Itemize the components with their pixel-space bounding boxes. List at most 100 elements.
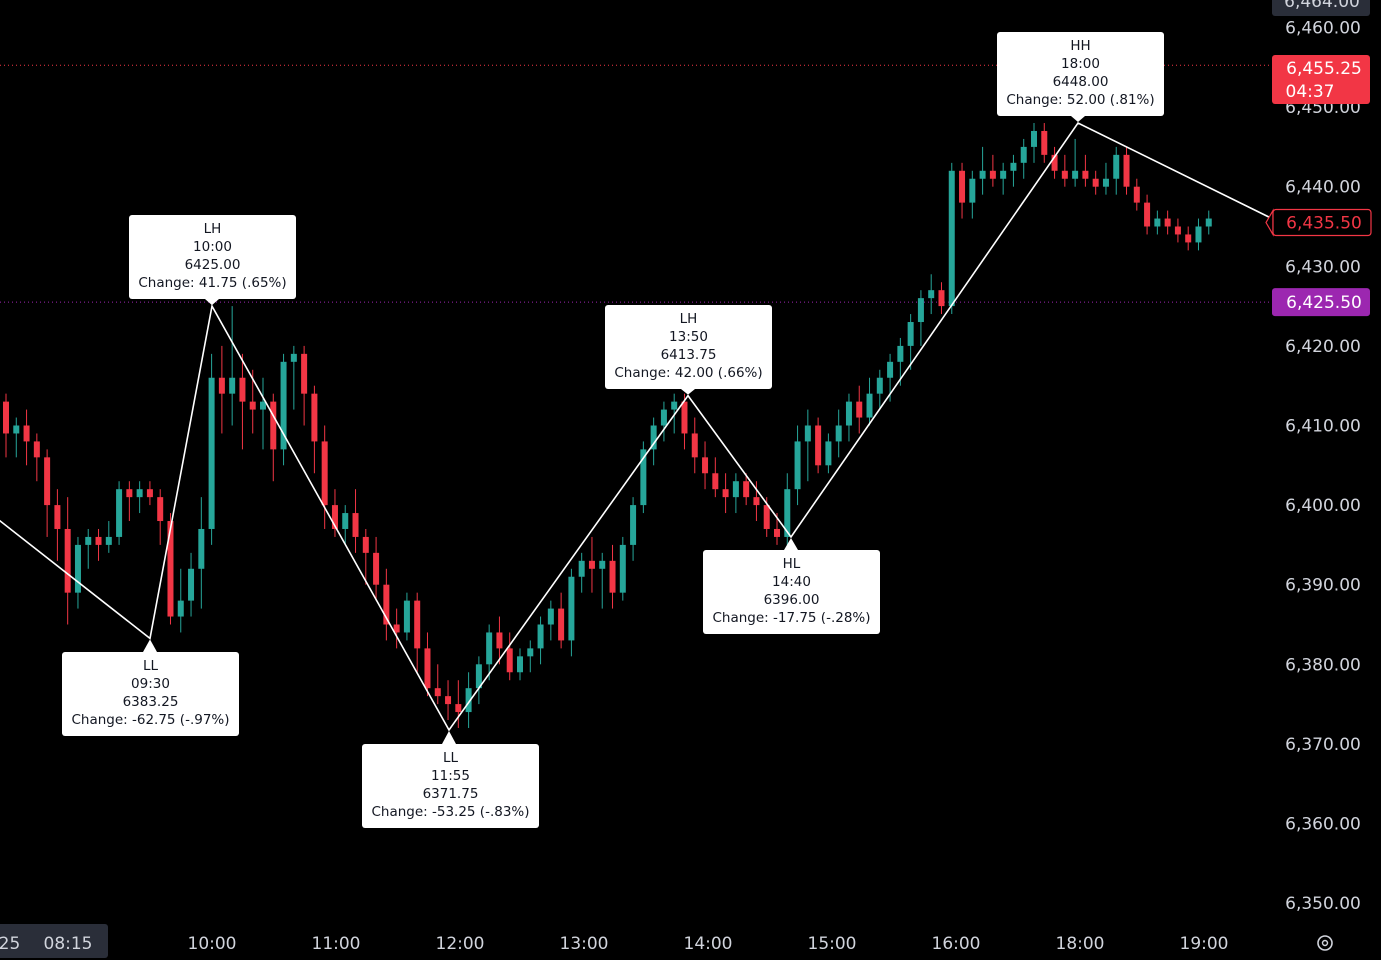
level-badge: 6,425.50 — [1272, 288, 1370, 317]
countdown-label: 04:37 — [1286, 82, 1335, 102]
candle — [1113, 146, 1120, 195]
current-time-label: 08:15 — [44, 934, 93, 954]
callout-time: 18:00 — [1061, 56, 1100, 72]
candle — [157, 489, 164, 545]
price-axis[interactable]: 6,464.006,460.006,450.006,440.006,430.00… — [1272, 0, 1370, 914]
candle — [33, 433, 40, 482]
callout-price: 6371.75 — [423, 786, 479, 802]
time-tick-label: 14:00 — [684, 934, 733, 954]
time-tick-label: 19:00 — [1180, 934, 1229, 954]
callout-type: LH — [204, 221, 222, 237]
candle — [44, 449, 51, 537]
candle — [198, 497, 205, 609]
callout-change: Change: 52.00 (.81%) — [1006, 92, 1154, 108]
candle — [1185, 226, 1192, 251]
candle — [239, 353, 246, 450]
candle — [928, 274, 935, 315]
candle — [85, 528, 92, 569]
candle — [218, 345, 225, 434]
callout-price: 6413.75 — [661, 347, 717, 363]
time-tick-label: 10:00 — [188, 934, 237, 954]
candle — [445, 680, 452, 721]
time-tick-label: 11:00 — [312, 934, 361, 954]
settings-icon[interactable] — [1317, 935, 1333, 951]
candle — [671, 393, 678, 434]
price-tick-label: 6,440.00 — [1285, 178, 1361, 198]
swing-callout: LH 13:50 6413.75 Change: 42.00 (.66%) — [605, 305, 772, 395]
swing-callouts: LL 09:30 6383.25 Change: -62.75 (-.97%) LH 10… — [62, 32, 1164, 828]
candle — [948, 162, 955, 315]
candle — [1041, 123, 1048, 163]
candle — [969, 170, 976, 219]
candle — [177, 568, 184, 633]
swing-callout: HH 18:00 6448.00 Change: 52.00 (.81%) — [997, 32, 1164, 123]
candle — [54, 489, 61, 561]
candle — [414, 592, 421, 673]
candle — [732, 473, 739, 514]
callout-type: LL — [443, 750, 459, 766]
candle — [1082, 154, 1089, 187]
candle — [290, 345, 297, 410]
price-axis-top-label: 6,464.00 — [1284, 0, 1360, 12]
price-tick-label: 6,370.00 — [1285, 735, 1361, 755]
candle — [362, 528, 369, 585]
candle — [486, 624, 493, 681]
price-tick-label: 6,460.00 — [1285, 19, 1361, 39]
price-tick-label: 6,390.00 — [1285, 576, 1361, 596]
candle — [527, 640, 534, 673]
candle — [609, 544, 616, 609]
candle — [794, 425, 801, 506]
callout-time: 14:40 — [772, 574, 811, 590]
candle — [146, 481, 153, 506]
candle — [825, 433, 832, 474]
current-close-label: 6,435.50 — [1286, 214, 1362, 234]
candle — [260, 377, 266, 450]
candle — [1010, 154, 1017, 187]
callout-change: Change: -62.75 (-.97%) — [71, 712, 229, 728]
candle — [959, 162, 966, 219]
price-tick-label: 6,400.00 — [1285, 496, 1361, 516]
price-badges: 6,455.25 04:37 6,435.50 6,425.50 — [1265, 55, 1372, 317]
callout-change: Change: 41.75 (.65%) — [138, 275, 286, 291]
candle — [1000, 162, 1007, 195]
candle — [1092, 170, 1099, 195]
candle — [188, 552, 195, 617]
candle — [229, 306, 236, 426]
callout-type: HL — [783, 556, 801, 572]
callout-price: 6448.00 — [1053, 74, 1109, 90]
time-axis[interactable]: 10:00 11:00 12:00 13:00 14:00 15:00 16:00 18:00… — [0, 924, 1229, 958]
candle — [599, 552, 606, 609]
time-tick-label: 13:00 — [560, 934, 609, 954]
candle — [1061, 154, 1068, 187]
candle — [126, 481, 133, 522]
candle — [403, 592, 410, 641]
price-tick-label: 6,420.00 — [1285, 337, 1361, 357]
candle — [1205, 210, 1212, 235]
candle — [1072, 138, 1079, 187]
candle — [650, 417, 657, 466]
candle — [3, 393, 9, 458]
candle — [1154, 210, 1161, 235]
candle — [989, 154, 996, 187]
candle — [712, 457, 719, 498]
price-tick-label: 6,350.00 — [1285, 894, 1361, 914]
candle — [321, 425, 328, 529]
candle — [383, 568, 390, 641]
price-tick-label: 6,430.00 — [1285, 257, 1361, 277]
candle — [434, 664, 441, 705]
candle — [475, 656, 482, 705]
candle — [517, 648, 523, 681]
candle — [660, 401, 667, 442]
candle — [691, 417, 698, 474]
callout-type: LL — [143, 658, 159, 674]
candle — [897, 337, 904, 386]
candle — [722, 473, 729, 514]
candle — [455, 680, 462, 728]
candle — [856, 385, 863, 434]
candle — [1123, 146, 1130, 195]
candle — [280, 353, 287, 466]
candle — [496, 616, 503, 665]
candle — [979, 146, 986, 195]
level-label: 6,425.50 — [1286, 293, 1362, 313]
